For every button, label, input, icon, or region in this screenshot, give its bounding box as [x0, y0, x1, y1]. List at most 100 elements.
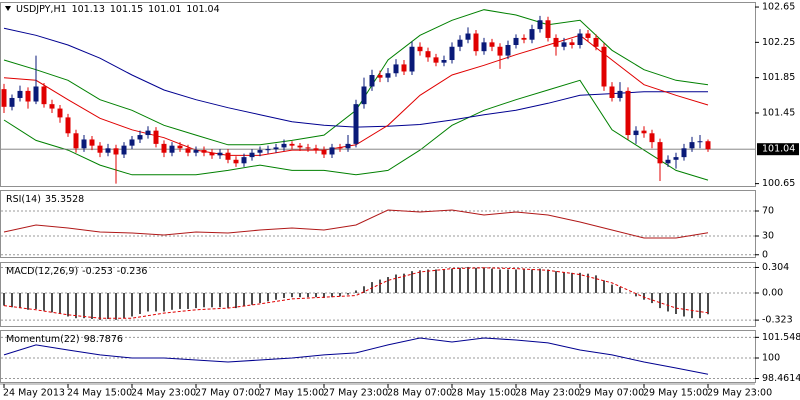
- candle-body: [521, 37, 527, 40]
- candle-body: [705, 141, 711, 150]
- candle-body: [305, 147, 311, 149]
- candle-body: [185, 148, 191, 153]
- candle-body: [473, 33, 479, 52]
- candle-body: [689, 142, 695, 149]
- candle-body: [633, 130, 639, 136]
- candle-body: [593, 37, 599, 47]
- x-tick-label: 27 May 07:00: [195, 388, 260, 399]
- candle-body: [73, 133, 79, 149]
- y-tick-label: 0.304: [762, 262, 789, 273]
- candle-body: [145, 130, 151, 136]
- x-tick-label: 29 May 23:00: [707, 388, 772, 399]
- candle-body: [81, 139, 87, 149]
- indicator-value: -0.236: [117, 266, 148, 277]
- candle-body: [329, 147, 335, 155]
- indicator-label: Momentum(22) 98.7876: [6, 334, 123, 345]
- candle-body: [297, 145, 303, 148]
- candle-body: [457, 39, 463, 47]
- x-tick-label: 24 May 2013: [3, 388, 65, 399]
- candle-body: [97, 145, 103, 153]
- indicator-line: [3, 337, 709, 375]
- indicator-label: MACD(12,26,9) -0.253 -0.236: [6, 266, 147, 277]
- candle-body: [121, 145, 127, 155]
- indicator-name: RSI(14): [6, 194, 41, 205]
- panel-frame: [0, 262, 756, 327]
- candle-body: [657, 142, 663, 164]
- x-tick-label: 29 May 15:00: [643, 388, 708, 399]
- candle-body: [465, 33, 471, 40]
- panel-frame: [0, 330, 756, 383]
- candle-body: [673, 157, 679, 160]
- candle-body: [57, 108, 63, 118]
- candle-body: [433, 57, 439, 63]
- candle-body: [201, 150, 207, 153]
- candle-body: [137, 135, 143, 140]
- candle-body: [665, 159, 671, 164]
- candle-body: [441, 60, 447, 63]
- candle-body: [481, 42, 487, 52]
- x-tick-label: 29 May 07:00: [579, 388, 644, 399]
- candle-body: [369, 75, 375, 87]
- indicator-value: 35.3528: [45, 194, 84, 205]
- candle-body: [33, 86, 39, 102]
- candle-body: [281, 143, 287, 148]
- candle-body: [209, 152, 215, 156]
- candle-body: [609, 86, 615, 98]
- candle-body: [321, 150, 327, 155]
- candle-body: [49, 104, 55, 109]
- y-tick-label: 98.4614: [762, 373, 800, 384]
- candle-body: [409, 46, 415, 72]
- candle-body: [401, 64, 407, 72]
- current-price-box: [757, 143, 799, 156]
- candle-body: [233, 159, 239, 164]
- candle-body: [217, 152, 223, 156]
- candle-body: [17, 90, 23, 98]
- x-tick-label: 28 May 15:00: [451, 388, 516, 399]
- y-tick-label: 102.25: [762, 37, 795, 48]
- y-tick-label: 30: [762, 231, 774, 242]
- indicator-name: MACD(12,26,9): [6, 266, 78, 277]
- candle-body: [249, 152, 255, 158]
- candle-body: [393, 64, 399, 74]
- candle-body: [89, 139, 95, 146]
- candle-body: [193, 150, 199, 153]
- candle-body: [617, 90, 623, 98]
- candle-body: [497, 46, 503, 56]
- candle-body: [113, 148, 119, 155]
- x-tick-label: 24 May 15:00: [67, 388, 132, 399]
- candle-body: [489, 42, 495, 47]
- indicator-line: [3, 79, 709, 181]
- candle-body: [625, 90, 631, 136]
- menu-arrow: [5, 6, 11, 11]
- candle-body: [153, 130, 159, 144]
- candle-body: [273, 147, 279, 150]
- candle-body: [641, 130, 647, 134]
- candle-body: [313, 148, 319, 151]
- current-price-label: 101.04: [762, 144, 795, 155]
- candle-body: [537, 20, 543, 30]
- y-tick-label: 70: [762, 206, 774, 217]
- candle-body: [225, 152, 231, 160]
- candle-body: [1, 89, 7, 107]
- y-tick-label: 0: [762, 249, 768, 260]
- candle-body: [561, 42, 567, 47]
- candle-body: [505, 44, 511, 56]
- candle-body: [177, 145, 183, 149]
- candle-body: [681, 148, 687, 158]
- y-tick-label: 101.45: [762, 107, 795, 118]
- y-tick-label: -0.323: [762, 315, 793, 326]
- candle-body: [545, 20, 551, 38]
- candle-body: [417, 46, 423, 52]
- indicator-name: Momentum(22): [6, 334, 80, 345]
- indicator-value: -0.253: [82, 266, 113, 277]
- x-tick-label: 28 May 07:00: [387, 388, 452, 399]
- candle-body: [161, 143, 167, 153]
- indicator-label: RSI(14) 35.3528: [6, 194, 84, 205]
- candle-body: [41, 86, 47, 105]
- candle-body: [361, 86, 367, 105]
- candle-body: [385, 73, 391, 78]
- chart-title: USDJPY,H1 101.13 101.15 101.01 101.04: [16, 4, 220, 15]
- panel-frame: [0, 2, 756, 187]
- candle-body: [649, 133, 655, 143]
